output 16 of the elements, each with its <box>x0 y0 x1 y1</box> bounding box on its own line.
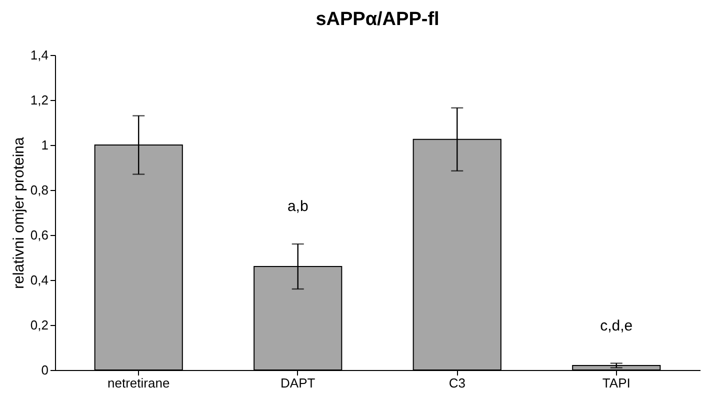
x-tick-label: C3 <box>448 376 466 390</box>
x-tick-label: TAPI <box>602 376 630 390</box>
y-tick-label: 0 <box>41 362 48 378</box>
y-axis-title: relativni omjer proteina <box>10 136 28 289</box>
annotation: c,d,e <box>600 317 633 334</box>
y-tick-label: 1,4 <box>30 48 48 62</box>
annotation: a,b <box>287 198 308 215</box>
y-tick-label: 0,2 <box>30 318 48 332</box>
y-tick-label: 0,4 <box>30 272 48 288</box>
y-tick-label: 0,8 <box>30 182 48 198</box>
x-tick-label: netretirane <box>108 376 170 390</box>
y-tick-label: 1 <box>41 138 48 152</box>
chart-title: sAPPα/APP-fl <box>316 9 440 30</box>
x-tick-label: DAPT <box>280 376 316 390</box>
y-tick-label: 1,2 <box>30 92 48 108</box>
y-tick-label: 0,6 <box>30 228 48 242</box>
